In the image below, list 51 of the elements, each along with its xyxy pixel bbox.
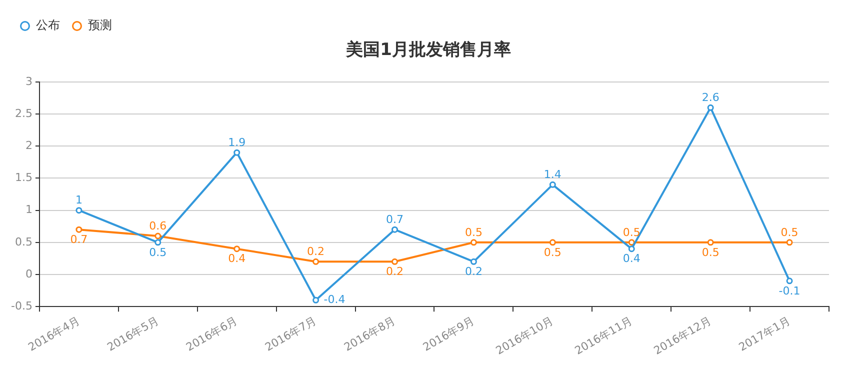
point: [549, 181, 556, 188]
y-tick-label: 1: [25, 203, 32, 216]
data-label: 0.4: [228, 252, 246, 266]
y-tick-label: 2.5: [14, 106, 32, 120]
data-label: 0.4: [622, 252, 640, 266]
point: [470, 258, 477, 265]
point: [392, 226, 398, 233]
legend-label: 公布: [36, 18, 60, 32]
data-label: 1.9: [228, 136, 246, 149]
y-tick-label: 3: [25, 74, 32, 88]
y-tick-label: 0.5: [14, 235, 32, 248]
point: [628, 239, 635, 246]
data-label: 0.2: [386, 265, 404, 278]
data-label: 0.2: [464, 265, 482, 278]
data-label: 0.7: [70, 232, 88, 246]
point: [470, 239, 477, 246]
point: [628, 246, 635, 252]
point: [707, 239, 714, 246]
data-label: 0.5: [702, 246, 720, 259]
data-label: 2.6: [702, 91, 720, 104]
data-label: -0.4: [324, 293, 346, 306]
data-label: 0.5: [780, 226, 798, 239]
point: [786, 278, 793, 284]
y-tick-label: 2: [25, 139, 32, 152]
data-label: 0.5: [149, 246, 167, 259]
point: [549, 239, 556, 246]
y-tick-label: 0: [25, 267, 32, 280]
chart-title: 美国1月批发销售月率: [344, 39, 512, 61]
point: [234, 149, 240, 156]
point: [154, 232, 162, 240]
point: [786, 239, 793, 246]
y-tick-label: -0.5: [10, 299, 32, 312]
point: [154, 239, 162, 246]
data-label: -0.1: [778, 284, 800, 298]
point: [76, 207, 82, 214]
data-label: 0.5: [464, 226, 482, 239]
point: [707, 104, 714, 111]
data-label: 0.7: [386, 212, 404, 226]
data-label: 0.5: [544, 246, 562, 259]
data-label: 0.2: [307, 245, 325, 258]
point: [392, 258, 398, 265]
data-label: 1: [75, 194, 82, 207]
point: [312, 296, 320, 304]
point: [312, 258, 320, 265]
data-label: 1.4: [544, 168, 562, 182]
data-label: 0.6: [149, 219, 167, 232]
data-label: 0.5: [622, 226, 640, 239]
point: [76, 226, 82, 233]
point: [234, 246, 240, 252]
y-tick-label: 1.5: [14, 171, 32, 184]
legend-label: 预测: [88, 18, 112, 32]
